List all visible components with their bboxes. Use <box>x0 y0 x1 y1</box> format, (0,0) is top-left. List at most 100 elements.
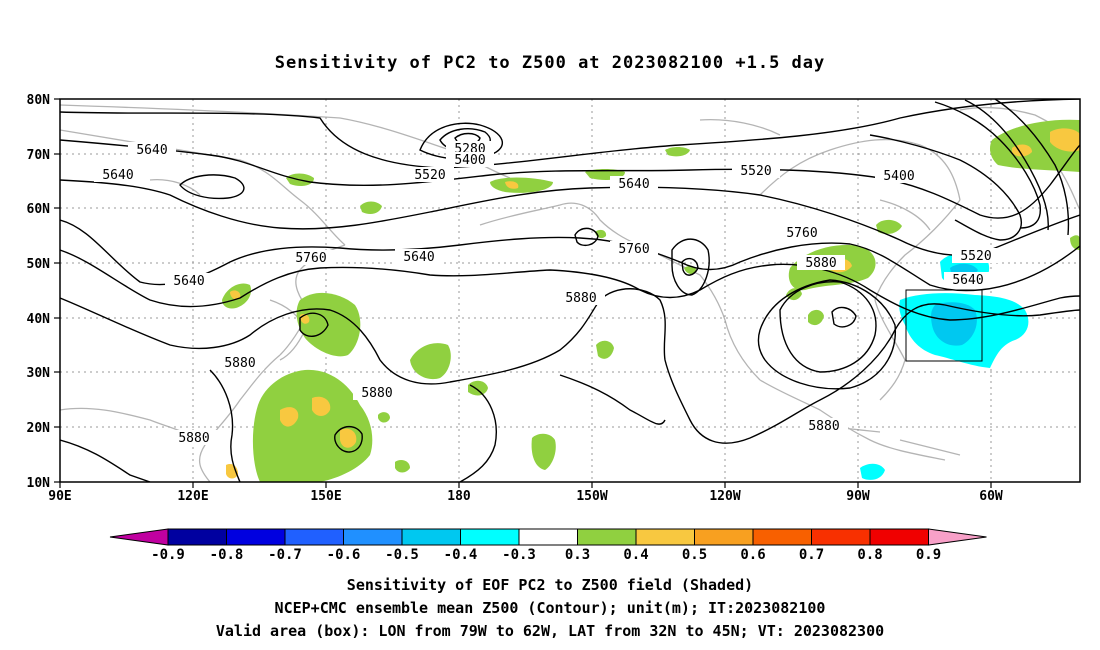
colorbar-swatch <box>635 528 695 546</box>
svg-text:5520: 5520 <box>960 249 991 264</box>
svg-text:5640: 5640 <box>136 143 167 158</box>
lat-tick-label: 70N <box>27 148 51 163</box>
svg-text:5400: 5400 <box>883 169 914 184</box>
footer-line-1: Sensitivity of EOF PC2 to Z500 field (Sh… <box>347 576 753 594</box>
svg-text:5880: 5880 <box>805 256 836 271</box>
lat-axis: 80N 70N 60N 50N 40N 30N 20N 10N <box>27 93 60 491</box>
contour-label: 5640 <box>610 176 658 192</box>
colorbar-label: -0.5 <box>385 547 419 563</box>
colorbar-label: 0.3 <box>565 547 590 563</box>
contour-label: 5760 <box>778 225 826 241</box>
colorbar-swatch <box>284 528 344 546</box>
contour-label: 5880 <box>170 430 218 446</box>
colorbar-label: 0.8 <box>857 547 882 563</box>
contour-label: 5760 <box>610 241 658 257</box>
contour-label: 5760 <box>287 250 335 266</box>
contour-label: 5400 <box>446 152 494 168</box>
colorbar-label: -0.6 <box>327 547 361 563</box>
page-title: Sensitivity of PC2 to Z500 at 2023082100… <box>275 53 826 73</box>
lon-tick-label: 90W <box>846 489 870 504</box>
colorbar-label: -0.7 <box>268 547 302 563</box>
contour-label: 5640 <box>395 249 443 265</box>
contour-label: 5880 <box>353 385 401 401</box>
lat-tick-label: 30N <box>27 366 51 381</box>
colorbar-swatch <box>577 528 637 546</box>
lon-tick-label: 60W <box>979 489 1003 504</box>
colorbar-swatch <box>343 528 403 546</box>
contour-label: 5640 <box>944 272 992 288</box>
colorbar-arrow-high <box>928 528 987 546</box>
colorbar-arrow-low <box>109 528 169 546</box>
lon-tick-label: 120W <box>709 489 740 504</box>
svg-text:5400: 5400 <box>454 153 485 168</box>
colorbar-swatch <box>811 528 871 546</box>
svg-text:5760: 5760 <box>618 242 649 257</box>
colorbar-swatch <box>694 528 754 546</box>
colorbar-label: 0.6 <box>740 547 765 563</box>
colorbar-label: 0.4 <box>623 547 648 563</box>
colorbar-swatch <box>401 528 461 546</box>
negative-sensitivity-shading <box>860 252 1029 480</box>
lat-tick-label: 40N <box>27 312 51 327</box>
contour-label: 5880 <box>557 290 605 306</box>
contour-label: 5880 <box>216 355 264 371</box>
footer-line-3: Valid area (box): LON from 79W to 62W, L… <box>216 622 884 640</box>
footer-line-2: NCEP+CMC ensemble mean Z500 (Contour); u… <box>275 599 826 617</box>
svg-text:5760: 5760 <box>786 226 817 241</box>
svg-text:5760: 5760 <box>295 251 326 266</box>
lat-tick-label: 80N <box>27 93 51 108</box>
contour-label: 5640 <box>128 142 176 158</box>
contour-label: 5880 <box>800 418 848 434</box>
contour-label: 5640 <box>94 167 142 183</box>
svg-text:5880: 5880 <box>361 386 392 401</box>
colorbar-label: -0.3 <box>502 547 536 563</box>
colorbar-labels: -0.9 -0.8 -0.7 -0.6 -0.5 -0.4 -0.3 0.3 0.4 0.5 0.6… <box>151 547 941 563</box>
svg-text:5880: 5880 <box>178 431 209 446</box>
map-frame <box>59 98 1081 483</box>
lon-tick-label: 90E <box>48 489 71 504</box>
lon-tick-label: 150E <box>310 489 341 504</box>
lat-tick-label: 50N <box>27 257 51 272</box>
svg-text:5640: 5640 <box>618 177 649 192</box>
lat-tick-label: 10N <box>27 476 51 491</box>
colorbar-swatch <box>518 528 578 546</box>
svg-text:5520: 5520 <box>740 164 771 179</box>
colorbar-swatch <box>752 528 812 546</box>
svg-text:5520: 5520 <box>414 168 445 183</box>
lat-grid <box>60 153 1080 428</box>
colorbar-label: 0.9 <box>916 547 941 563</box>
colorbar-swatch <box>226 528 286 546</box>
colorbar-label: -0.4 <box>444 547 478 563</box>
contour-label: 5640 <box>165 273 213 289</box>
map-panel: 5640 5640 5640 5760 5640 5880 5880 5880 … <box>60 99 1080 482</box>
colorbar-swatch <box>460 528 520 546</box>
lat-tick-label: 60N <box>27 202 51 217</box>
colorbar-swatch <box>869 528 929 546</box>
contour-labels: 5640 5640 5640 5760 5640 5880 5880 5880 … <box>94 141 1000 446</box>
colorbar-label: -0.9 <box>151 547 185 563</box>
colorbar-label: 0.7 <box>799 547 824 563</box>
svg-text:5640: 5640 <box>102 168 133 183</box>
lon-tick-label: 180 <box>447 489 471 504</box>
valid-area-box <box>905 289 983 362</box>
contour-label: 5400 <box>875 168 923 184</box>
colorbar <box>109 528 987 546</box>
svg-text:5640: 5640 <box>952 273 983 288</box>
svg-text:5880: 5880 <box>565 291 596 306</box>
contour-label: 5880 <box>797 255 845 271</box>
lon-axis: 90E 120E 150E 180 150W 120W 90W 60W <box>48 482 1003 504</box>
svg-text:5640: 5640 <box>173 274 204 289</box>
svg-text:5640: 5640 <box>403 250 434 265</box>
svg-text:5880: 5880 <box>808 419 839 434</box>
contour-label: 5520 <box>732 163 780 179</box>
lon-tick-label: 150W <box>576 489 607 504</box>
lon-tick-label: 120E <box>177 489 208 504</box>
colorbar-swatch <box>167 528 227 546</box>
colorbar-label: 0.5 <box>682 547 707 563</box>
colorbar-label: -0.8 <box>210 547 244 563</box>
contour-label: 5520 <box>406 167 454 183</box>
svg-text:5880: 5880 <box>224 356 255 371</box>
lat-tick-label: 20N <box>27 421 51 436</box>
positive-sensitivity-shading <box>222 119 1080 482</box>
